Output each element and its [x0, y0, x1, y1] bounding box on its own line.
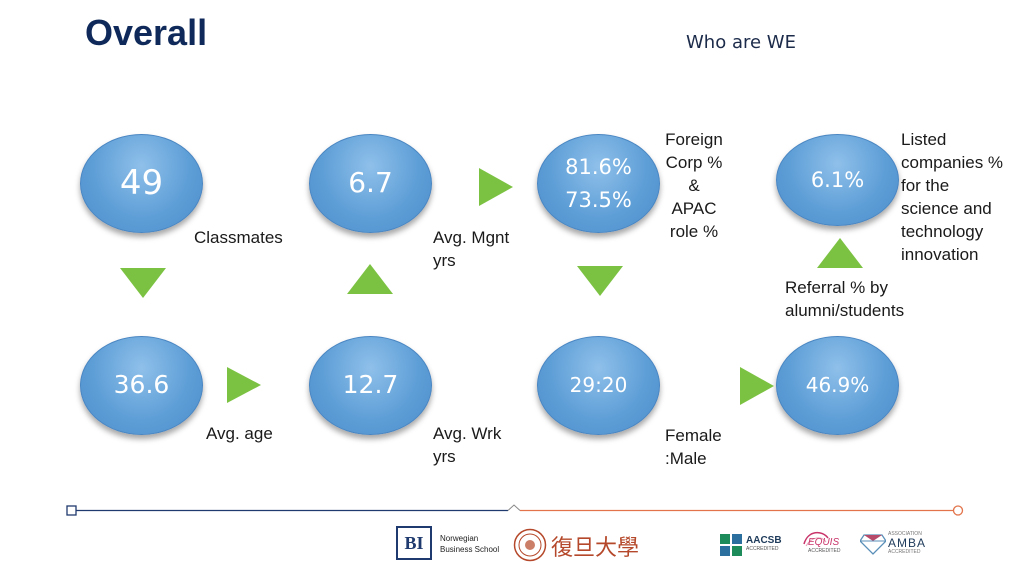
foreign-corp-value: 81.6%: [565, 155, 632, 180]
classmates-bubble: 49: [80, 134, 203, 233]
listed-bubble: 6.1%: [776, 134, 899, 226]
foreign-apac-bubble: 81.6% 73.5%: [537, 134, 660, 233]
slide-title: Overall: [85, 12, 208, 53]
referral-value: 46.9%: [805, 373, 870, 397]
bi-logo: BI Norwegian Business School: [396, 524, 506, 564]
referral-label: Referral % by alumni/students: [785, 278, 905, 320]
age-value: 36.6: [113, 370, 170, 400]
listed-value: 6.1%: [810, 167, 865, 192]
classmates-label: Classmates: [194, 228, 283, 247]
bi-name: Norwegian Business School: [440, 534, 500, 554]
age-label: Avg. age: [206, 424, 273, 443]
fudan-name: 復旦大學: [551, 536, 640, 561]
gender-value: 29:20: [569, 373, 628, 397]
referral-bubble: 46.9%: [776, 336, 899, 435]
slide-subtitle: Who are WE: [686, 32, 796, 53]
bi-mark: BI: [396, 526, 432, 560]
amba-diamond-icon: [860, 534, 886, 555]
apac-role-value: 73.5%: [565, 187, 632, 212]
wrk-yrs-value: 12.7: [342, 370, 399, 400]
amba-logo: ASSOCIATION AMBA ACCREDITED: [860, 530, 935, 558]
mgnt-yrs-label: Avg. Mgnt yrs: [433, 228, 510, 270]
aacsb-logo: AACSB ACCREDITED: [720, 532, 792, 558]
wrk-yrs-bubble: 12.7: [309, 336, 432, 435]
right-arrow-icon: [227, 367, 261, 403]
foreign-apac-label: Foreign Corp % & APAC role %: [665, 130, 723, 241]
equis-swirl-icon: [803, 531, 829, 547]
right-arrow-icon: [740, 367, 774, 405]
aacsb-mark-icon: [720, 534, 742, 556]
up-arrow-icon: [817, 238, 863, 268]
mgnt-yrs-value: 6.7: [348, 166, 393, 200]
mgnt-yrs-bubble: 6.7: [309, 134, 432, 233]
listed-label: Listed companies % for the science and t…: [901, 130, 1004, 264]
down-arrow-icon: [577, 266, 623, 296]
equis-logo: EQUIS ACCREDITED: [802, 528, 854, 558]
fudan-seal-icon: [513, 528, 547, 562]
age-bubble: 36.6: [80, 336, 203, 435]
fudan-logo: 復旦大學: [513, 526, 640, 564]
down-arrow-icon: [120, 268, 166, 298]
gender-bubble: 29:20: [537, 336, 660, 435]
right-arrow-icon: [479, 168, 513, 206]
wrk-yrs-label: Avg. Wrk yrs: [433, 424, 502, 466]
gender-label: Female :Male: [665, 426, 722, 468]
classmates-value: 49: [119, 162, 164, 203]
up-arrow-icon: [347, 264, 393, 294]
